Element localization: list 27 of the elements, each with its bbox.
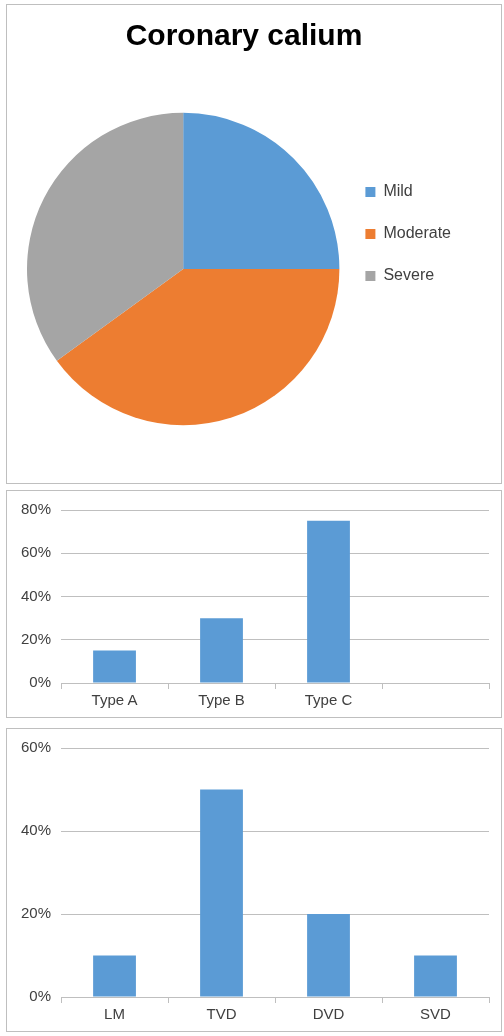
legend-label: Moderate: [383, 224, 452, 242]
y-tick-label: 60%: [20, 543, 52, 561]
y-tick-label: 20%: [20, 904, 52, 922]
bar: [307, 520, 350, 683]
legend-label: Mild: [383, 182, 413, 200]
x-tick-label: DVD: [312, 1005, 345, 1023]
y-tick-label: 20%: [20, 629, 52, 647]
chart-title: Coronary calium: [125, 18, 363, 52]
bar: [93, 650, 136, 683]
x-tick-label: Type C: [304, 691, 353, 709]
y-tick-label: 40%: [20, 586, 52, 604]
x-tick-label: Type B: [198, 691, 245, 709]
legend-label: Severe: [383, 266, 435, 284]
y-tick-label: 80%: [20, 500, 52, 518]
y-tick-label: 60%: [20, 738, 52, 756]
bar: [93, 955, 136, 997]
x-tick-label: SVD: [420, 1005, 452, 1023]
y-tick-label: 0%: [29, 987, 52, 1005]
bar: [200, 618, 243, 683]
x-tick-label: TVD: [206, 1005, 237, 1023]
bar: [414, 955, 457, 997]
bar: [307, 914, 350, 997]
y-tick-label: 0%: [29, 673, 52, 691]
y-tick-label: 40%: [20, 821, 52, 839]
bar: [200, 789, 243, 997]
x-tick-label: LM: [104, 1005, 125, 1023]
x-tick-label: Type A: [91, 691, 138, 709]
